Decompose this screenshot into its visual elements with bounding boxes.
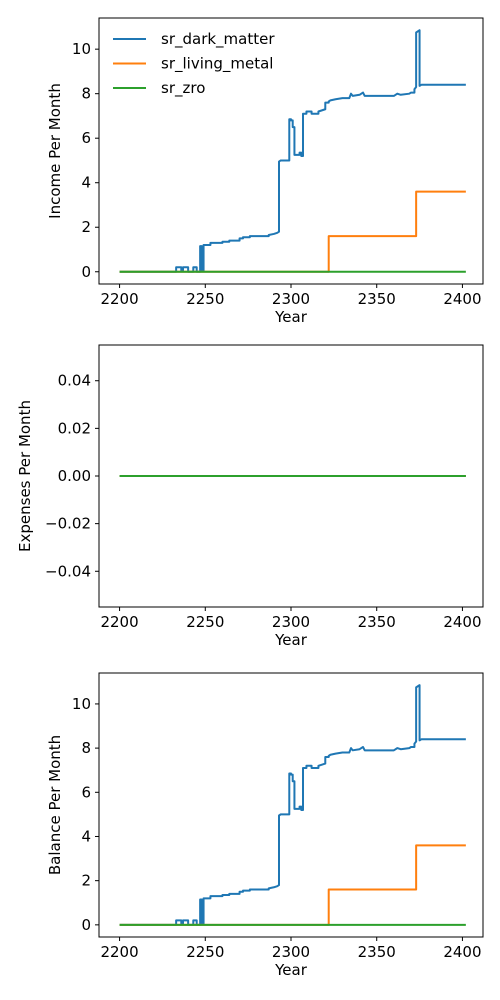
y-tick-label: 0.00 xyxy=(58,467,91,485)
y-axis-label: Expenses Per Month xyxy=(16,400,34,552)
x-tick-label: 2300 xyxy=(272,290,310,308)
y-tick-label: 0.04 xyxy=(58,372,91,390)
legend: sr_dark_matter sr_living_metal sr_zro xyxy=(113,30,275,98)
y-axis-label: Balance Per Month xyxy=(46,735,64,875)
x-tick-label: 2350 xyxy=(358,613,396,631)
series-line-sr_dark_matter xyxy=(119,29,466,273)
y-tick-label: 8 xyxy=(81,85,91,103)
x-tick-label: 2400 xyxy=(443,290,481,308)
x-axis-label: Year xyxy=(274,631,308,649)
series-line-sr_living_metal xyxy=(119,190,466,273)
y-tick-label: 2 xyxy=(81,218,91,236)
x-tick-label: 2250 xyxy=(186,290,224,308)
chart-panel-1: 2200 2250 2300 2350 2400 0 2 4 6 8 10 Year Income Pe… xyxy=(46,17,484,326)
y-tick-label: −0.04 xyxy=(45,562,91,580)
x-tick-label: 2200 xyxy=(100,943,138,961)
legend-label: sr_living_metal xyxy=(161,55,273,74)
x-axis-label: Year xyxy=(274,961,308,979)
y-tick-label: 10 xyxy=(72,695,91,713)
x-tick-label: 2350 xyxy=(358,943,396,961)
y-tick-label: 0 xyxy=(81,916,91,934)
chart-panel-2: 2200 2250 2300 2350 2400 −0.04 −0.02 0.00 0.02 0.… xyxy=(16,344,484,649)
series-line-series-2 xyxy=(119,844,466,926)
x-axis-label: Year xyxy=(274,308,308,326)
x-tick-label: 2400 xyxy=(443,613,481,631)
x-tick-label: 2300 xyxy=(272,613,310,631)
legend-label: sr_dark_matter xyxy=(161,30,275,49)
x-tick-label: 2400 xyxy=(443,943,481,961)
x-tick-label: 2350 xyxy=(358,290,396,308)
x-tick-label: 2200 xyxy=(100,290,138,308)
series-line-series-1 xyxy=(119,684,466,926)
y-tick-label: 4 xyxy=(81,827,91,845)
y-tick-label: 0.02 xyxy=(58,419,91,437)
chart-panel-3: 2200 2250 2300 2350 2400 0 2 4 6 8 10 Year Balance P… xyxy=(46,672,484,979)
y-tick-label: 4 xyxy=(81,174,91,192)
x-tick-label: 2250 xyxy=(186,613,224,631)
y-tick-label: 6 xyxy=(81,129,91,147)
y-tick-label: 8 xyxy=(81,739,91,757)
y-tick-label: 2 xyxy=(81,872,91,890)
legend-label: sr_zro xyxy=(161,79,205,98)
x-tick-label: 2300 xyxy=(272,943,310,961)
y-tick-label: 0 xyxy=(81,263,91,281)
x-tick-label: 2200 xyxy=(100,613,138,631)
y-tick-label: −0.02 xyxy=(45,515,91,533)
y-axis-label: Income Per Month xyxy=(46,83,64,219)
x-tick-label: 2250 xyxy=(186,943,224,961)
y-tick-label: 6 xyxy=(81,783,91,801)
axes-frame xyxy=(98,672,484,938)
y-tick-label: 10 xyxy=(72,40,91,58)
axes-frame xyxy=(98,17,484,285)
